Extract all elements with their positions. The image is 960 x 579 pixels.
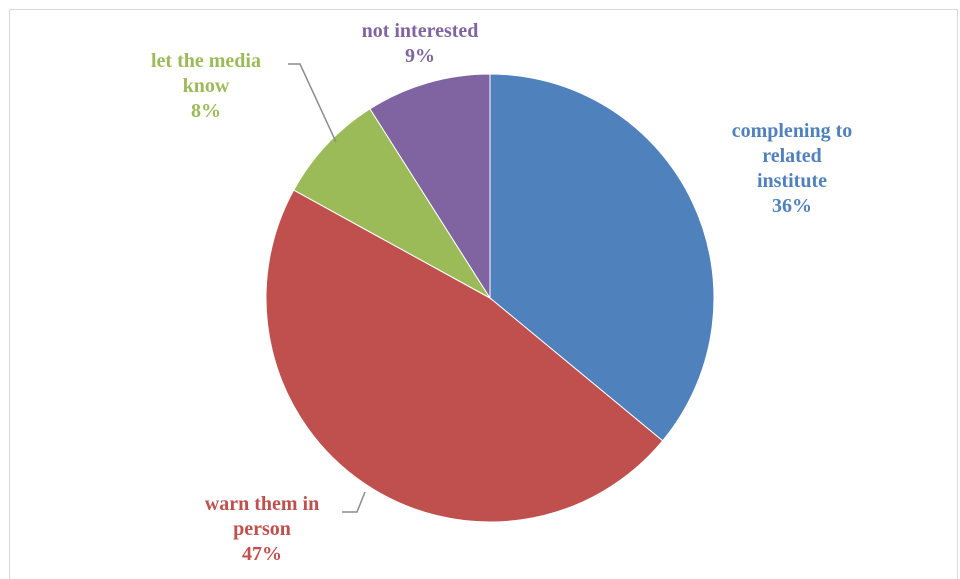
pie-slice-1	[265, 189, 664, 523]
pie-slices	[265, 73, 715, 523]
data-labels: complening to related institute 36% warn the…	[151, 20, 852, 565]
pie-slice-2	[293, 108, 491, 299]
data-label-text: let the media	[151, 50, 261, 72]
data-label-text: not interested	[362, 20, 479, 42]
chart-area	[9, 9, 958, 579]
data-label-text: person	[233, 518, 291, 540]
data-label-text: related	[762, 145, 822, 167]
data-label-text: warn them in	[205, 493, 319, 515]
leader-line-2	[288, 63, 337, 143]
data-label-text: complening to	[732, 120, 853, 142]
data-label-text: know	[183, 75, 230, 97]
leader-line-1	[342, 491, 366, 513]
data-label-percent: 8%	[191, 100, 221, 122]
leader-lines	[288, 63, 366, 513]
data-label-percent: 36%	[772, 195, 812, 217]
pie-slice-0	[489, 73, 715, 442]
data-label-text: institute	[757, 170, 827, 192]
data-label-3: not interested 9%	[362, 20, 479, 67]
pie-slice-3	[369, 73, 491, 300]
data-label-1: warn them in person 47%	[205, 493, 319, 565]
data-label-percent: 47%	[242, 543, 282, 565]
data-label-0: complening to related institute 36%	[732, 120, 853, 217]
data-label-2: let the media know 8%	[151, 50, 261, 122]
data-label-percent: 9%	[405, 45, 435, 67]
